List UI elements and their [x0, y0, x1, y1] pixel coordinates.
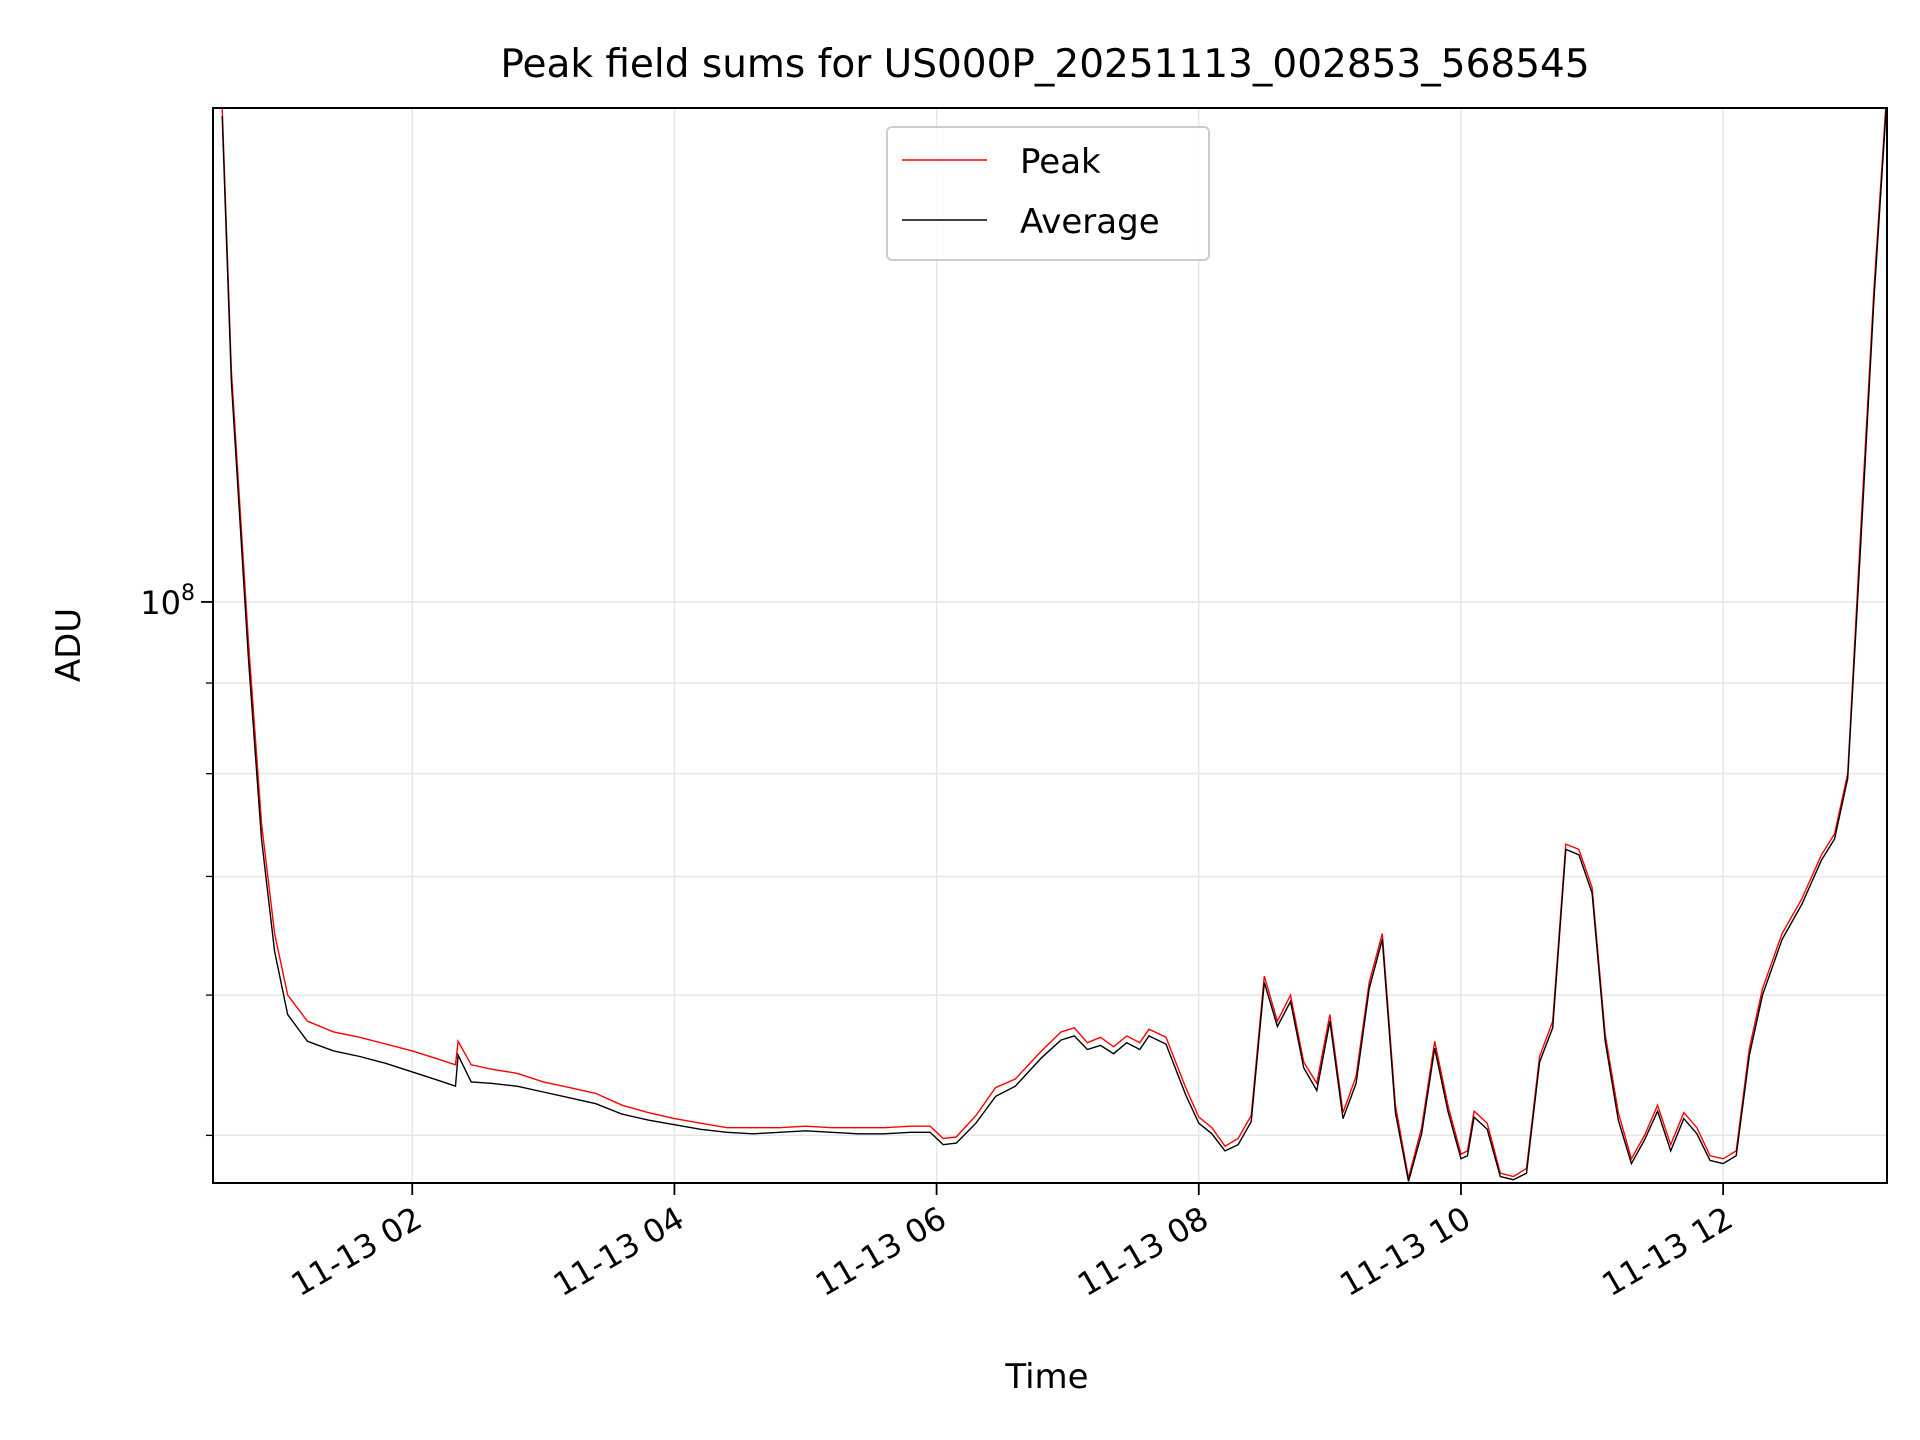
x-axis-label: Time	[1004, 1357, 1088, 1397]
grid	[213, 108, 1887, 1183]
peak-series-line	[221, 108, 1887, 1179]
chart-title: Peak field sums for US000P_20251113_0028…	[500, 42, 1589, 87]
y-tick-label-exponent: 8	[181, 581, 195, 606]
y-axis-label: ADU	[49, 608, 89, 682]
y-tick-label: 108	[140, 581, 195, 622]
legend-label-peak: Peak	[1020, 142, 1101, 182]
plot-background	[213, 108, 1887, 1183]
plot-frame	[212, 107, 1888, 1184]
y-tick-label-base: 10	[140, 584, 181, 622]
average-series-line	[221, 108, 1887, 1182]
legend: Peak Average	[886, 126, 1210, 261]
series-layer	[221, 108, 1887, 1182]
legend-label-average: Average	[1020, 202, 1160, 242]
